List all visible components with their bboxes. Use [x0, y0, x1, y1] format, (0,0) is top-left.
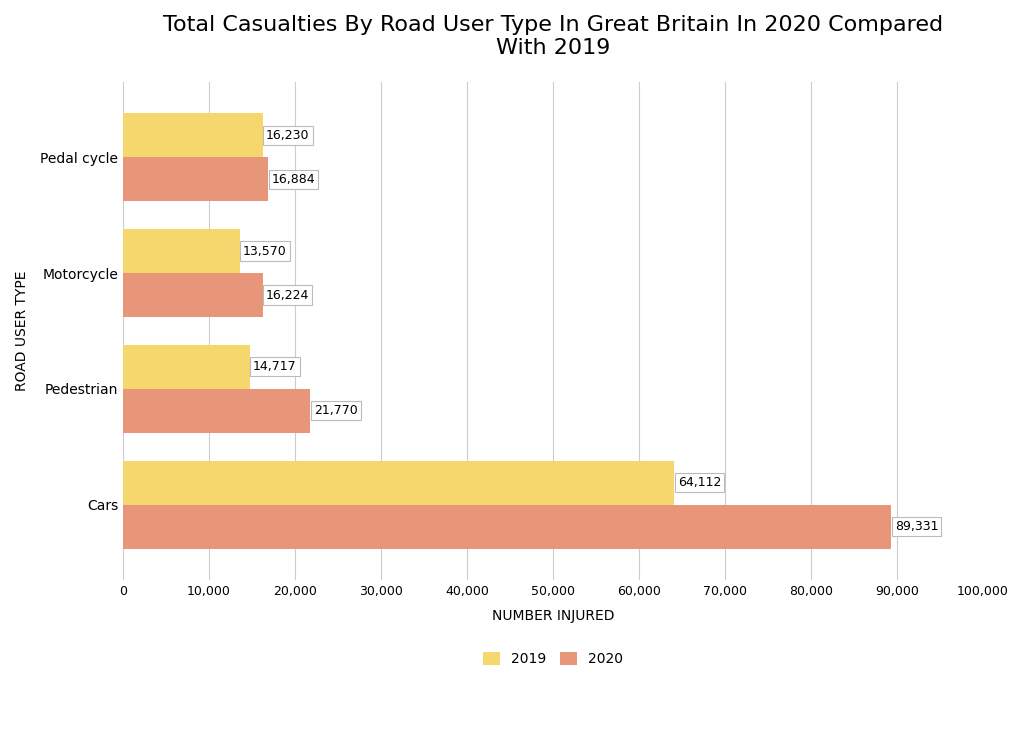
- Bar: [123, 461, 675, 504]
- Bar: [123, 157, 268, 201]
- Title: Total Casualties By Road User Type In Great Britain In 2020 Compared
With 2019: Total Casualties By Road User Type In Gr…: [163, 15, 943, 58]
- Text: 14,717: 14,717: [253, 360, 297, 374]
- Bar: [123, 273, 262, 317]
- Text: 16,230: 16,230: [266, 129, 309, 142]
- Bar: [123, 113, 262, 157]
- Text: 89,331: 89,331: [895, 520, 938, 533]
- Text: 16,224: 16,224: [266, 289, 309, 301]
- Text: 16,884: 16,884: [271, 173, 315, 186]
- Bar: [123, 504, 891, 548]
- Bar: [123, 389, 310, 433]
- Text: 13,570: 13,570: [243, 245, 287, 257]
- Text: 64,112: 64,112: [678, 476, 721, 489]
- Text: 21,770: 21,770: [313, 404, 357, 417]
- Bar: [123, 345, 250, 389]
- X-axis label: NUMBER INJURED: NUMBER INJURED: [492, 609, 614, 623]
- Bar: [123, 229, 240, 273]
- Legend: 2019, 2020: 2019, 2020: [477, 646, 629, 672]
- Y-axis label: ROAD USER TYPE: ROAD USER TYPE: [15, 270, 29, 391]
